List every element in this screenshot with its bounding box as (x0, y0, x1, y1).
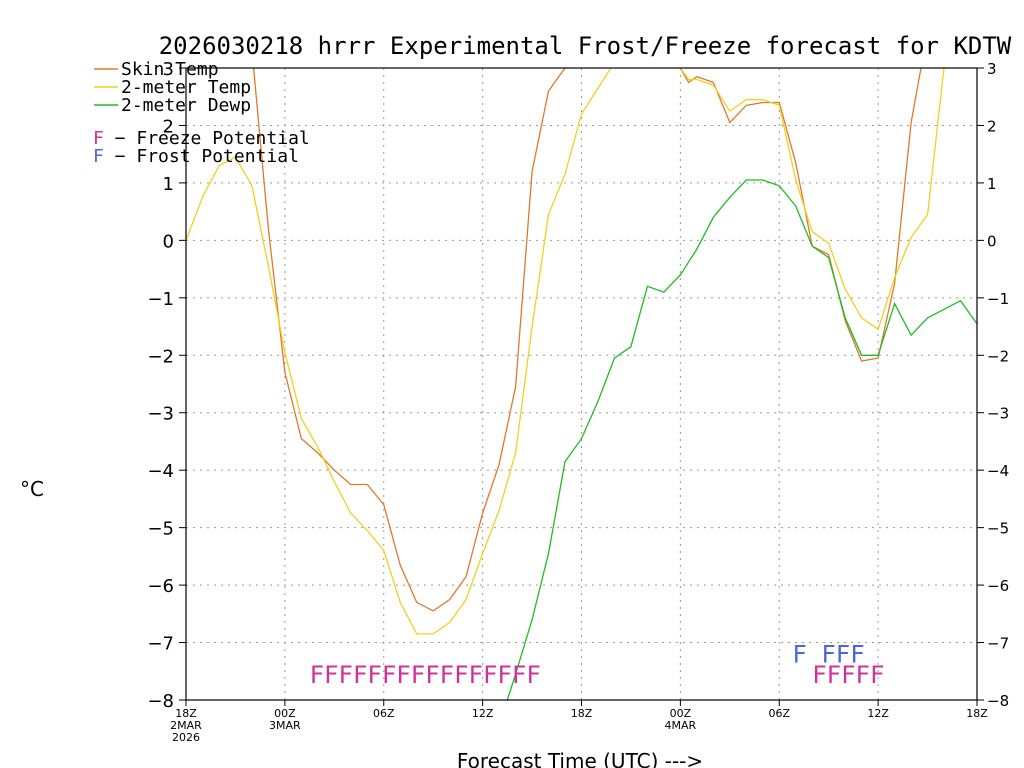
y-tick-label-right: −4 (987, 462, 1009, 480)
y-tick-label-right: 3 (987, 60, 997, 78)
x-axis-label: Forecast Time (UTC) ---> (457, 749, 703, 768)
x-tick-label: 00Z (670, 707, 692, 720)
y-tick-label: −4 (147, 461, 174, 482)
x-tick-label: 06Z (373, 707, 395, 720)
flag-legend-letter: F (93, 146, 104, 167)
y-tick-label: 3 (163, 59, 174, 80)
y-axis-label: °C (20, 477, 44, 501)
chart-title: 2026030218 hrrr Experimental Frost/Freez… (159, 32, 1012, 60)
y-tick-label-right: −1 (987, 290, 1009, 308)
x-tick-label: 3MAR (269, 719, 301, 732)
series-skin-temp (252, 68, 922, 612)
x-tick-label: 18Z (571, 707, 593, 720)
flag-legend-item: F − Freeze Potential (93, 128, 310, 149)
y-tick-label: −2 (147, 346, 174, 367)
x-tick-label: 4MAR (665, 719, 697, 732)
x-tick-label: 18Z (175, 707, 197, 720)
flag-row: F FFF (792, 641, 864, 669)
legend-label: 2-meter Dewp (121, 95, 251, 116)
y-tick-label-right: −8 (987, 692, 1009, 710)
flag-legend-label: − Frost Potential (104, 146, 299, 167)
y-tick-label: −7 (147, 634, 174, 655)
y-tick-label-right: −6 (987, 577, 1009, 595)
y-tick-label: −3 (147, 404, 174, 425)
x-tick-label: 2026 (172, 731, 200, 744)
flag-row: FFFFF (812, 661, 884, 689)
flag-row: FFFFFFFFFFFFFFFF (310, 661, 541, 689)
y-tick-label: −5 (147, 519, 174, 540)
y-tick-label: −8 (147, 691, 174, 712)
y-tick-label-right: 0 (987, 232, 997, 250)
x-tick-label: 12Z (472, 707, 494, 720)
x-tick-label: 00Z (274, 707, 296, 720)
series-lines (186, 68, 977, 700)
y-tick-label-right: −3 (987, 405, 1009, 423)
flag-legend-item: F − Frost Potential (93, 146, 299, 167)
x-tick-label: 12Z (867, 707, 889, 720)
legend-label: 2-meter Temp (121, 77, 251, 98)
y-tick-label-right: 1 (987, 175, 997, 193)
y-tick-label: 0 (163, 231, 174, 252)
y-tick-label: −6 (147, 576, 174, 597)
grid-lines (186, 68, 977, 700)
flag-legend-label: − Freeze Potential (104, 128, 310, 149)
y-tick-label-right: −2 (987, 347, 1009, 365)
x-tick-label: 18Z (966, 707, 988, 720)
flag-legend-letter: F (93, 128, 104, 149)
series-2-meter-temp (186, 68, 945, 635)
frost-freeze-flags: FFFFFFFFFFFFFFFF F FFFFFFFF (310, 641, 885, 689)
x-tick-label: 06Z (768, 707, 790, 720)
y-tick-label: 2 (163, 116, 174, 137)
legend-label: Skin Temp (121, 59, 219, 80)
y-tick-label-right: −5 (987, 520, 1009, 538)
y-tick-label-right: 2 (987, 117, 997, 135)
y-tick-label: 1 (163, 174, 174, 195)
series-2-meter-dewp (506, 179, 977, 700)
x-tick-label: 2MAR (170, 719, 202, 732)
y-tick-label: −1 (147, 289, 174, 310)
y-tick-label-right: −7 (987, 635, 1009, 653)
y-axis-ticks: 3 3 2 2 1 1 0 0 −1 −1 −2 −2 −3 −3 −4 −4 −5 −5 −6 −6 −7 −7 −8 −8 (147, 59, 1009, 712)
